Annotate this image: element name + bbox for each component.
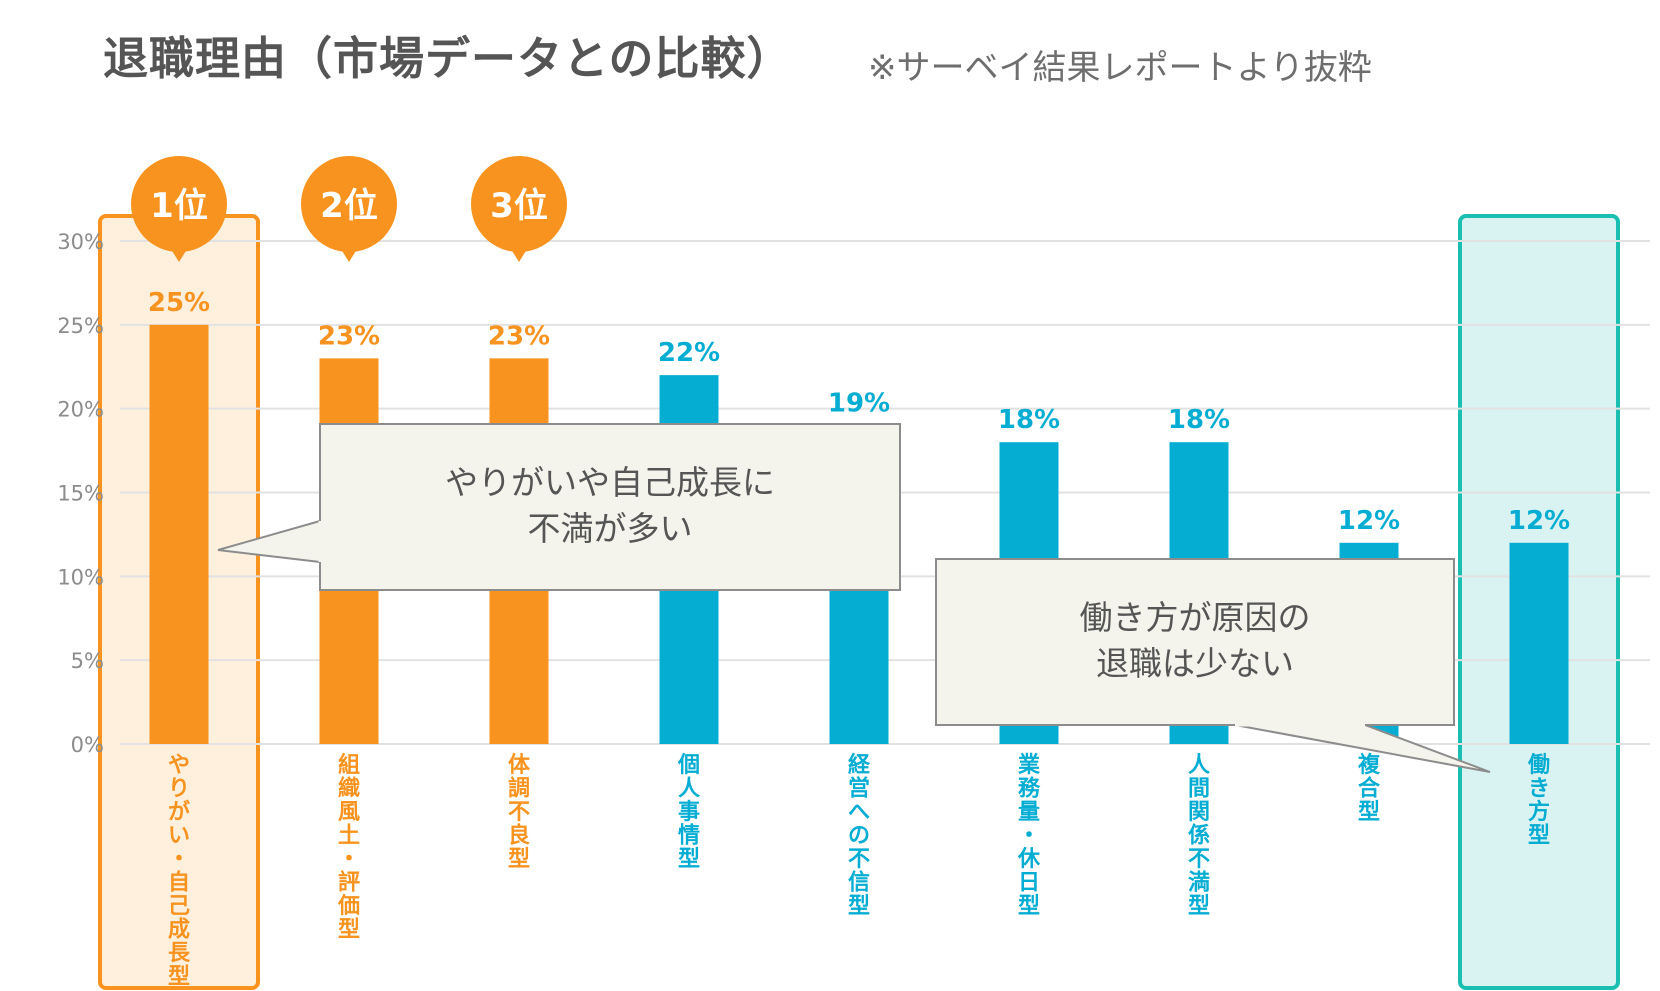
bar — [1509, 542, 1569, 744]
callout-text: 退職は少ない — [1096, 644, 1294, 683]
y-tick-label: 5% — [71, 649, 104, 673]
x-tick-label: 人間関係不満型 — [1188, 753, 1210, 919]
x-tick-label: やりがい・自己成長型 — [168, 753, 191, 990]
rank-badge-label: 2位 — [320, 186, 378, 226]
x-tick-label: 組織風土・評価型 — [337, 752, 360, 943]
data-label: 25% — [148, 288, 210, 318]
y-tick-label: 15% — [57, 482, 104, 506]
chart-subtitle: ※サーベイ結果レポートより抜粋 — [868, 48, 1372, 88]
chart-title: 退職理由（市場データとの比較） — [103, 32, 793, 85]
y-tick-label: 30% — [57, 230, 104, 254]
data-label: 12% — [1508, 506, 1570, 536]
y-tick-label: 25% — [57, 314, 104, 338]
rank-badge-pointer — [169, 246, 189, 262]
rank-badge — [301, 156, 397, 252]
rank-badge-label: 3位 — [490, 186, 548, 226]
rank-badge-pointer — [509, 246, 529, 262]
callout-text: 不満が多い — [528, 509, 693, 548]
callout-box — [935, 558, 1455, 726]
rank-badge — [471, 156, 567, 252]
data-label: 18% — [1168, 405, 1230, 435]
data-label: 22% — [658, 338, 720, 368]
data-label: 12% — [1338, 506, 1400, 536]
callout-text: やりがいや自己成長に — [445, 463, 775, 502]
callout-box — [319, 423, 901, 591]
data-label: 19% — [828, 388, 890, 418]
data-label: 23% — [318, 321, 380, 351]
data-label: 18% — [998, 405, 1060, 435]
data-label: 23% — [488, 321, 550, 351]
x-tick-label: 業務量・休日型 — [1017, 753, 1041, 919]
x-tick-label: 複合型 — [1358, 752, 1381, 825]
callout-text: 働き方が原因の — [1080, 598, 1311, 637]
y-tick-label: 0% — [71, 733, 104, 757]
rank-badge — [131, 156, 227, 252]
x-tick-label: 経営への不信型 — [848, 752, 871, 919]
x-tick-label: 個人事情型 — [677, 753, 700, 872]
rank-badge-label: 1位 — [150, 186, 208, 226]
y-tick-label: 10% — [57, 565, 104, 589]
rank-badge-pointer — [339, 246, 359, 262]
bar — [149, 324, 209, 744]
x-tick-label: 働き方型 — [1527, 752, 1550, 849]
y-tick-label: 20% — [57, 398, 104, 422]
x-tick-label: 体調不良型 — [508, 753, 531, 872]
